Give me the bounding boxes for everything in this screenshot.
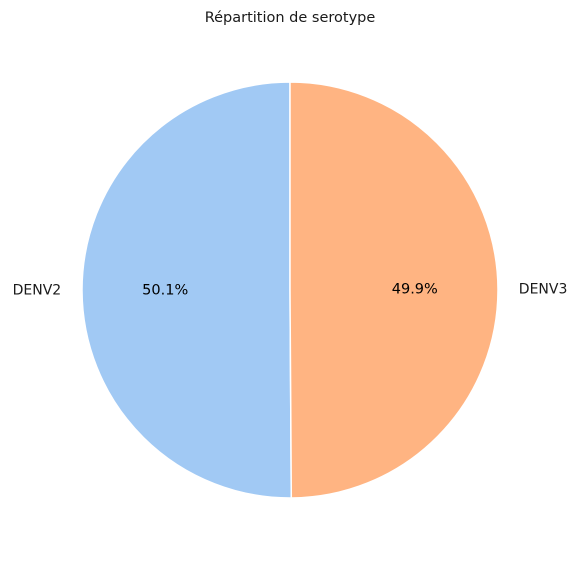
category-label-denv2: DENV2 (13, 283, 62, 299)
percent-label-denv2: 50.1% (142, 282, 188, 298)
pie-slice-denv2 (81, 81, 293, 499)
percent-label-denv3: 49.9% (392, 282, 438, 298)
category-label-denv3: DENV3 (519, 281, 568, 297)
chart-title: Répartition de serotype (205, 10, 376, 26)
pie-slices (81, 81, 499, 499)
pie-slice-denv3 (289, 81, 499, 499)
pie-labels: DENV2 50.1% DENV3 49.9% (13, 281, 568, 298)
